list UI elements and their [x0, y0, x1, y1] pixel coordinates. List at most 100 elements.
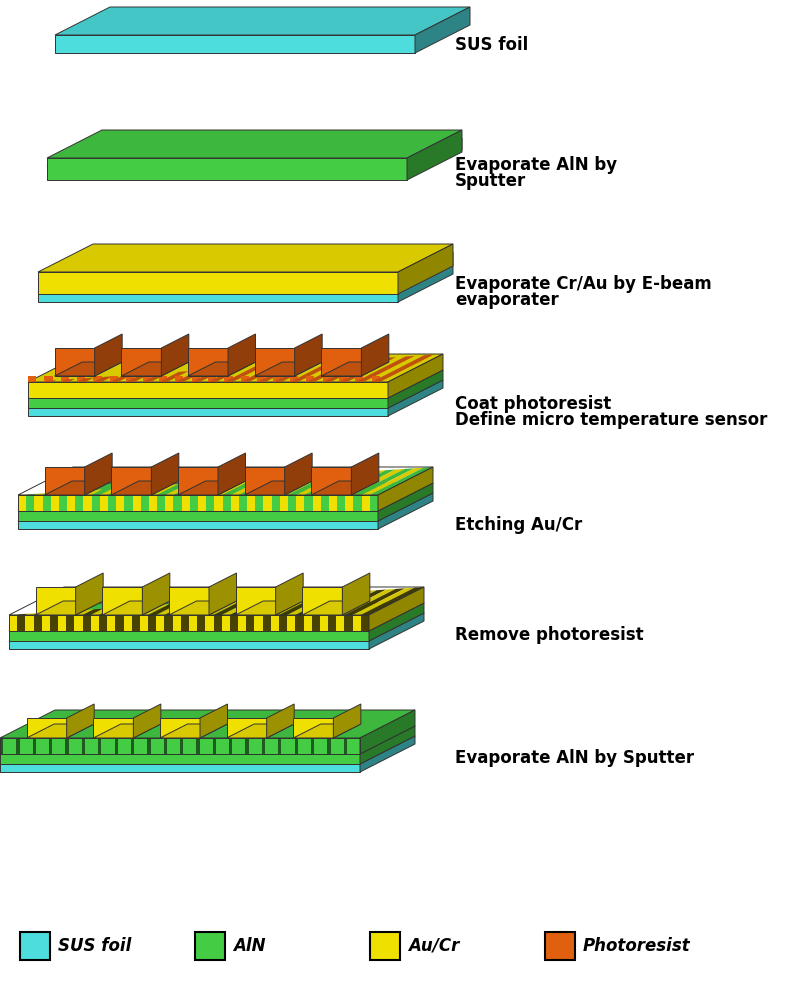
Polygon shape	[271, 594, 320, 615]
Polygon shape	[75, 615, 83, 631]
Polygon shape	[18, 614, 28, 615]
Polygon shape	[42, 495, 51, 511]
Polygon shape	[342, 573, 370, 615]
Polygon shape	[230, 615, 238, 631]
Polygon shape	[415, 7, 470, 53]
Polygon shape	[229, 738, 232, 754]
Polygon shape	[76, 495, 84, 511]
Text: Au/Cr: Au/Cr	[408, 937, 459, 955]
Polygon shape	[337, 470, 396, 495]
Polygon shape	[174, 482, 207, 495]
Polygon shape	[345, 615, 353, 631]
Polygon shape	[50, 611, 65, 615]
Polygon shape	[47, 166, 407, 178]
Polygon shape	[255, 615, 263, 631]
Polygon shape	[175, 370, 207, 382]
Polygon shape	[38, 244, 453, 272]
Polygon shape	[164, 738, 167, 754]
Polygon shape	[67, 491, 84, 495]
Polygon shape	[279, 593, 330, 615]
Polygon shape	[0, 738, 360, 754]
Polygon shape	[312, 615, 320, 631]
Polygon shape	[263, 475, 310, 495]
Polygon shape	[407, 130, 462, 180]
Polygon shape	[47, 130, 462, 158]
Polygon shape	[111, 467, 151, 495]
Polygon shape	[28, 382, 388, 398]
Polygon shape	[124, 495, 133, 511]
Polygon shape	[372, 355, 434, 382]
Polygon shape	[149, 484, 178, 495]
Polygon shape	[33, 612, 47, 615]
Polygon shape	[58, 615, 66, 631]
Polygon shape	[255, 595, 302, 615]
Polygon shape	[59, 491, 75, 495]
Text: AlN: AlN	[233, 937, 266, 955]
Polygon shape	[0, 738, 3, 754]
Polygon shape	[355, 376, 364, 382]
Polygon shape	[257, 364, 302, 382]
Polygon shape	[27, 724, 94, 738]
Polygon shape	[110, 375, 132, 382]
Polygon shape	[213, 598, 254, 615]
Polygon shape	[353, 615, 361, 631]
Polygon shape	[45, 376, 53, 382]
Polygon shape	[302, 587, 342, 615]
Polygon shape	[398, 252, 453, 292]
Polygon shape	[38, 292, 398, 302]
Text: SUS foil: SUS foil	[455, 36, 529, 54]
Polygon shape	[127, 376, 135, 382]
Polygon shape	[178, 467, 218, 495]
Polygon shape	[238, 597, 283, 615]
Polygon shape	[355, 356, 415, 382]
Polygon shape	[42, 492, 56, 495]
Text: Sputter: Sputter	[455, 172, 526, 190]
Polygon shape	[279, 615, 287, 631]
Polygon shape	[181, 495, 189, 511]
Polygon shape	[41, 615, 50, 631]
Polygon shape	[38, 252, 453, 280]
Polygon shape	[124, 486, 150, 495]
Polygon shape	[328, 590, 386, 615]
Polygon shape	[38, 272, 398, 294]
Polygon shape	[189, 615, 197, 631]
Polygon shape	[103, 601, 170, 615]
Polygon shape	[189, 481, 225, 495]
Polygon shape	[274, 376, 282, 382]
Polygon shape	[369, 603, 424, 641]
Polygon shape	[295, 738, 298, 754]
Polygon shape	[296, 473, 348, 495]
Polygon shape	[361, 615, 369, 631]
Polygon shape	[156, 603, 188, 615]
Polygon shape	[98, 738, 101, 754]
Polygon shape	[287, 615, 295, 631]
Polygon shape	[173, 602, 207, 615]
Polygon shape	[339, 357, 396, 382]
Polygon shape	[274, 362, 320, 382]
Polygon shape	[312, 591, 368, 615]
Polygon shape	[83, 609, 103, 615]
Polygon shape	[55, 7, 470, 35]
Polygon shape	[222, 598, 263, 615]
Polygon shape	[198, 495, 206, 511]
Text: Evaporate AlN by: Evaporate AlN by	[455, 156, 617, 174]
Polygon shape	[83, 615, 91, 631]
Polygon shape	[295, 334, 322, 376]
Polygon shape	[141, 495, 149, 511]
Polygon shape	[148, 604, 179, 615]
Text: Photoresist: Photoresist	[583, 937, 691, 955]
Polygon shape	[313, 495, 321, 511]
Polygon shape	[27, 718, 67, 738]
Polygon shape	[295, 615, 303, 631]
Polygon shape	[28, 380, 443, 408]
Polygon shape	[295, 592, 349, 615]
Polygon shape	[149, 495, 157, 511]
Polygon shape	[290, 376, 298, 382]
Polygon shape	[256, 495, 263, 511]
Polygon shape	[17, 738, 20, 754]
Polygon shape	[51, 495, 59, 511]
Polygon shape	[173, 615, 181, 631]
Polygon shape	[206, 480, 244, 495]
Polygon shape	[321, 471, 377, 495]
Polygon shape	[222, 615, 230, 631]
